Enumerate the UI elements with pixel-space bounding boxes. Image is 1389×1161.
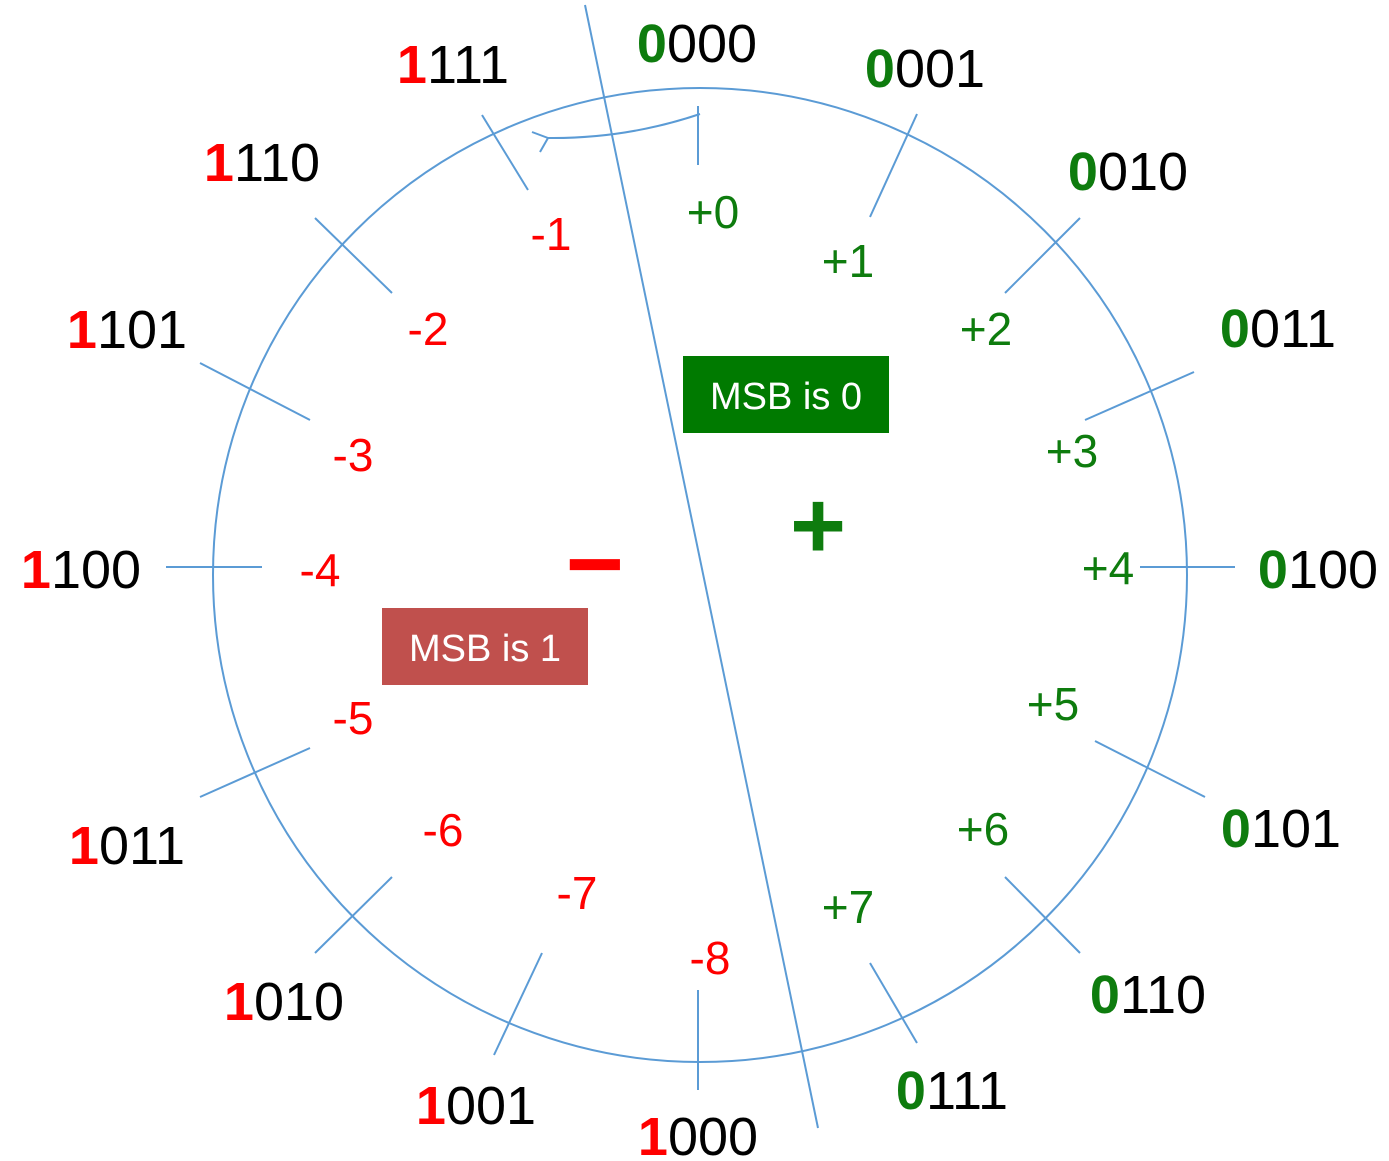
binary-label-0111: 0111 <box>896 1061 1008 1121</box>
low-bits: 101 <box>97 300 187 360</box>
decimal-value-neg5: -5 <box>333 692 374 744</box>
binary-label-1000: 1000 <box>638 1107 758 1161</box>
binary-label-1011: 1011 <box>69 816 185 876</box>
tick-0111 <box>869 962 918 1044</box>
msb-1-badge <box>382 608 588 685</box>
decimal-value-pos1: +1 <box>822 235 874 287</box>
decimal-value-pos4: +4 <box>1082 542 1134 594</box>
binary-label-0011: 0011 <box>1220 299 1336 359</box>
msb-digit: 0 <box>865 39 895 99</box>
sign-divider-line <box>584 4 819 1129</box>
tick-1001 <box>493 952 543 1056</box>
binary-label-1110: 1110 <box>204 133 320 193</box>
binary-label-0110: 0110 <box>1090 965 1206 1025</box>
low-bits: 000 <box>667 14 757 74</box>
msb-0-badge <box>683 356 889 433</box>
msb-digit: 0 <box>1068 142 1098 202</box>
low-bits: 101 <box>1251 799 1341 859</box>
decimal-value-neg6: -6 <box>423 804 464 856</box>
tick-0110 <box>1004 876 1081 954</box>
decimal-value-pos7: +7 <box>822 881 874 933</box>
counting-direction-arc <box>547 113 701 140</box>
low-bits: 010 <box>1098 142 1188 202</box>
decimal-value-neg1: -1 <box>531 208 572 260</box>
low-bits: 011 <box>99 816 185 876</box>
number-circle <box>212 87 1188 1063</box>
tick-0010 <box>1004 217 1081 294</box>
low-bits: 110 <box>234 133 320 193</box>
msb-digit: 0 <box>1220 299 1250 359</box>
msb-1-label: MSB is 1 <box>409 628 561 670</box>
tick-1110 <box>314 217 393 294</box>
msb-0-label: MSB is 0 <box>710 376 862 418</box>
decimal-value-neg4: -4 <box>300 544 341 596</box>
msb-digit: 1 <box>21 540 51 600</box>
tick-marks <box>166 106 1235 1090</box>
binary-label-0001: 0001 <box>865 39 985 99</box>
tick-0011 <box>1084 371 1195 421</box>
low-bits: 111 <box>427 35 509 95</box>
low-bits: 110 <box>1120 965 1206 1025</box>
msb-digit: 1 <box>204 133 234 193</box>
tick-0001 <box>869 113 918 218</box>
binary-label-0010: 0010 <box>1068 142 1188 202</box>
binary-labels: 0000 000100100011010001010110011110001001… <box>21 14 1378 1161</box>
low-bits: 100 <box>51 540 141 600</box>
binary-label-1101: 1101 <box>67 300 187 360</box>
low-bits: 001 <box>895 39 985 99</box>
binary-label-0000: 0000 <box>637 14 757 74</box>
tick-1011 <box>199 747 311 798</box>
decimal-value-pos6: +6 <box>957 803 1009 855</box>
binary-label-1010: 1010 <box>224 972 344 1032</box>
positive-sign: + <box>790 472 846 579</box>
msb-digit: 1 <box>69 816 99 876</box>
binary-label-1001: 1001 <box>416 1076 536 1136</box>
msb-digit: 1 <box>224 972 254 1032</box>
msb-digit: 1 <box>416 1076 446 1136</box>
low-bits: 111 <box>926 1061 1008 1121</box>
counting-direction-arrowhead <box>531 131 550 153</box>
decimal-value-neg2: -2 <box>408 303 449 355</box>
low-bits: 100 <box>1288 540 1378 600</box>
low-bits: 001 <box>446 1076 536 1136</box>
low-bits: 000 <box>668 1107 758 1161</box>
decimal-values: +0 +1 +2 +3 +4 +5 +6 +7 -8 -7 -6 -5 -4 -3 -2 -1 <box>300 186 1135 984</box>
decimal-value-pos5: +5 <box>1027 678 1079 730</box>
msb-digit: 1 <box>397 35 427 95</box>
msb-digit: 1 <box>67 300 97 360</box>
msb-digit: 0 <box>896 1061 926 1121</box>
tick-1101 <box>199 362 311 421</box>
msb-digit: 0 <box>637 14 667 74</box>
binary-label-1111: 1111 <box>397 35 509 95</box>
msb-digit: 0 <box>1221 799 1251 859</box>
decimal-value-neg8: -8 <box>690 932 731 984</box>
tick-1111 <box>481 114 529 191</box>
decimal-value-neg3: -3 <box>333 429 374 481</box>
binary-label-0101: 0101 <box>1221 799 1341 859</box>
decimal-value-pos0: +0 <box>687 186 739 238</box>
binary-label-1100: 1100 <box>21 540 141 600</box>
low-bits: 011 <box>1250 299 1336 359</box>
decimal-value-neg7: -7 <box>557 867 598 919</box>
low-bits: 010 <box>254 972 344 1032</box>
binary-label-0100: 0100 <box>1258 540 1378 600</box>
tick-1010 <box>314 876 393 954</box>
msb-digit: 1 <box>638 1107 668 1161</box>
negative-sign: − <box>566 508 624 620</box>
decimal-value-pos2: +2 <box>960 303 1012 355</box>
msb-digit: 0 <box>1258 540 1288 600</box>
tick-0101 <box>1094 740 1206 798</box>
decimal-value-pos3: +3 <box>1046 425 1098 477</box>
msb-digit: 0 <box>1090 965 1120 1025</box>
